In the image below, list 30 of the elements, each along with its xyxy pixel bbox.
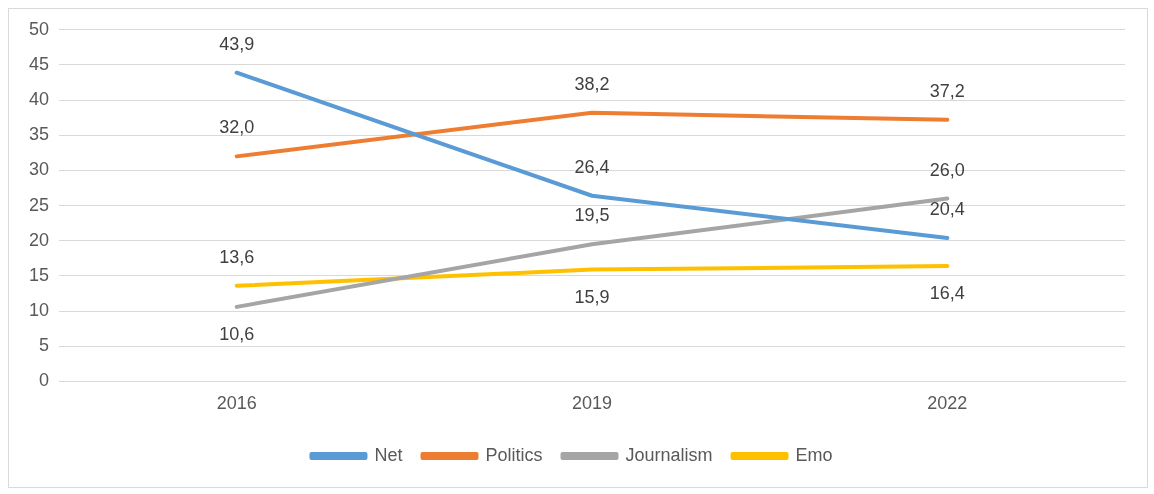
data-label: 43,9	[219, 33, 255, 54]
legend-label: Net	[374, 444, 403, 465]
y-tick-label: 15	[28, 264, 50, 285]
legend-label: Emo	[795, 444, 833, 465]
data-label: 26,0	[929, 159, 965, 180]
x-tick-label: 2016	[216, 393, 257, 414]
legend-label: Journalism	[625, 444, 713, 465]
y-tick-label: 10	[28, 300, 50, 321]
data-label: 32,0	[219, 117, 255, 138]
y-tick-label: 35	[28, 124, 50, 145]
data-label: 19,5	[574, 205, 610, 226]
y-tick-label: 0	[39, 370, 50, 391]
data-label: 37,2	[929, 80, 965, 101]
data-label: 38,2	[574, 73, 610, 94]
y-tick-label: 25	[28, 194, 50, 215]
data-label: 26,4	[574, 156, 610, 177]
y-tick-label: 45	[28, 53, 50, 74]
data-label: 10,6	[219, 323, 255, 344]
y-tick-label: 5	[39, 335, 50, 356]
y-tick-label: 40	[28, 89, 50, 110]
x-tick-label: 2022	[927, 393, 968, 414]
y-tick-label: 30	[28, 159, 50, 180]
x-tick-label: 2019	[571, 393, 613, 414]
data-label: 16,4	[929, 283, 965, 304]
y-tick-label: 50	[28, 18, 50, 39]
data-label: 20,4	[929, 198, 965, 219]
legend-label: Politics	[485, 444, 543, 465]
y-tick-label: 20	[28, 229, 50, 250]
data-label: 13,6	[219, 246, 255, 267]
data-label: 15,9	[574, 286, 610, 307]
